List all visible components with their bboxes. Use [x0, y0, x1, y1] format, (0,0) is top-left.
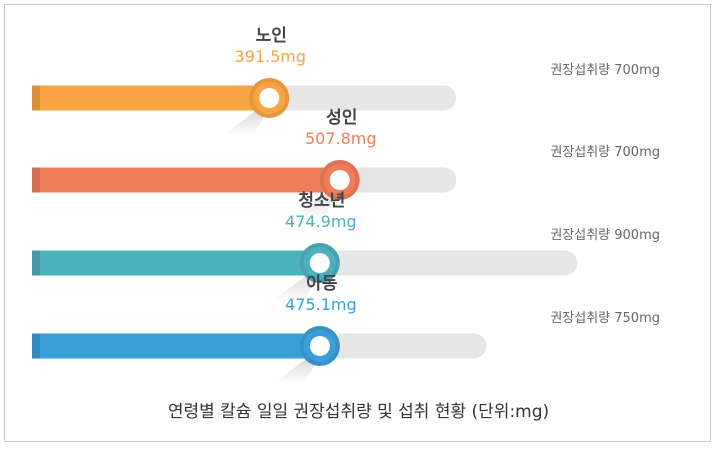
recommended-label: 권장섭취량 700mg — [550, 145, 660, 160]
chart-frame — [4, 4, 711, 442]
value-knob-center — [309, 253, 330, 273]
bar-start-shade — [32, 333, 40, 359]
bar-start-shade — [32, 167, 40, 193]
knob-shadow — [271, 334, 332, 384]
value-label: 474.9mg — [285, 212, 357, 231]
value-label: 391.5mg — [234, 47, 306, 66]
value-label: 507.8mg — [305, 129, 377, 148]
bar-start-shade — [32, 85, 40, 111]
category-label: 청소년 — [298, 190, 345, 211]
intake-bar — [32, 167, 340, 193]
category-label: 아동 — [306, 274, 338, 294]
intake-bar — [32, 250, 320, 276]
recommended-label: 권장섭취량 750mg — [550, 311, 660, 326]
chart-title: 연령별 칼슘 일일 권장섭취량 및 섭취 현황 (단위:mg) — [167, 402, 550, 422]
value-knob-center — [309, 336, 330, 356]
value-knob-center — [329, 170, 350, 190]
recommended-label: 권장섭취량 900mg — [550, 228, 660, 243]
intake-bar — [32, 85, 270, 111]
knob-shadow — [271, 251, 331, 301]
category-label: 노인 — [256, 26, 287, 46]
knob-shadow — [221, 86, 281, 136]
intake-bar — [32, 333, 320, 359]
value-label: 475.1mg — [285, 295, 357, 314]
knob-shadow — [291, 168, 351, 218]
category-label: 성인 — [326, 108, 357, 128]
value-knob-center — [259, 88, 280, 108]
recommended-label: 권장섭취량 700mg — [550, 63, 660, 78]
bar-start-shade — [32, 250, 40, 276]
